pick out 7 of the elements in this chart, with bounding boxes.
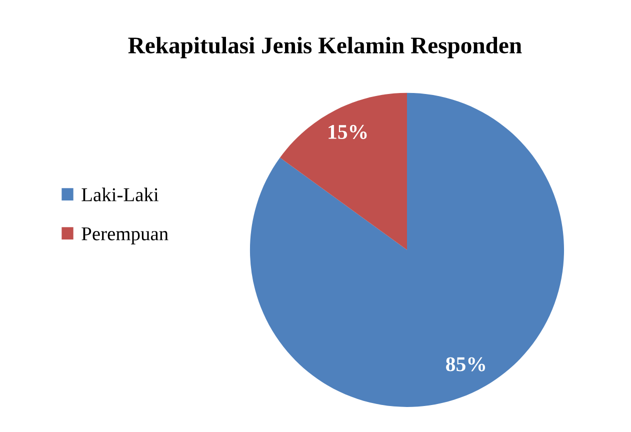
legend-label: Laki-Laki bbox=[82, 188, 158, 202]
pie-slice bbox=[250, 92, 564, 407]
data-label: 85% bbox=[446, 357, 486, 372]
legend-label: Perempuan bbox=[82, 227, 168, 244]
chart-title: Rekapitulasi Jenis Kelamin Responden bbox=[128, 36, 522, 58]
data-label: 15% bbox=[328, 124, 367, 140]
pie-slice bbox=[280, 92, 407, 250]
